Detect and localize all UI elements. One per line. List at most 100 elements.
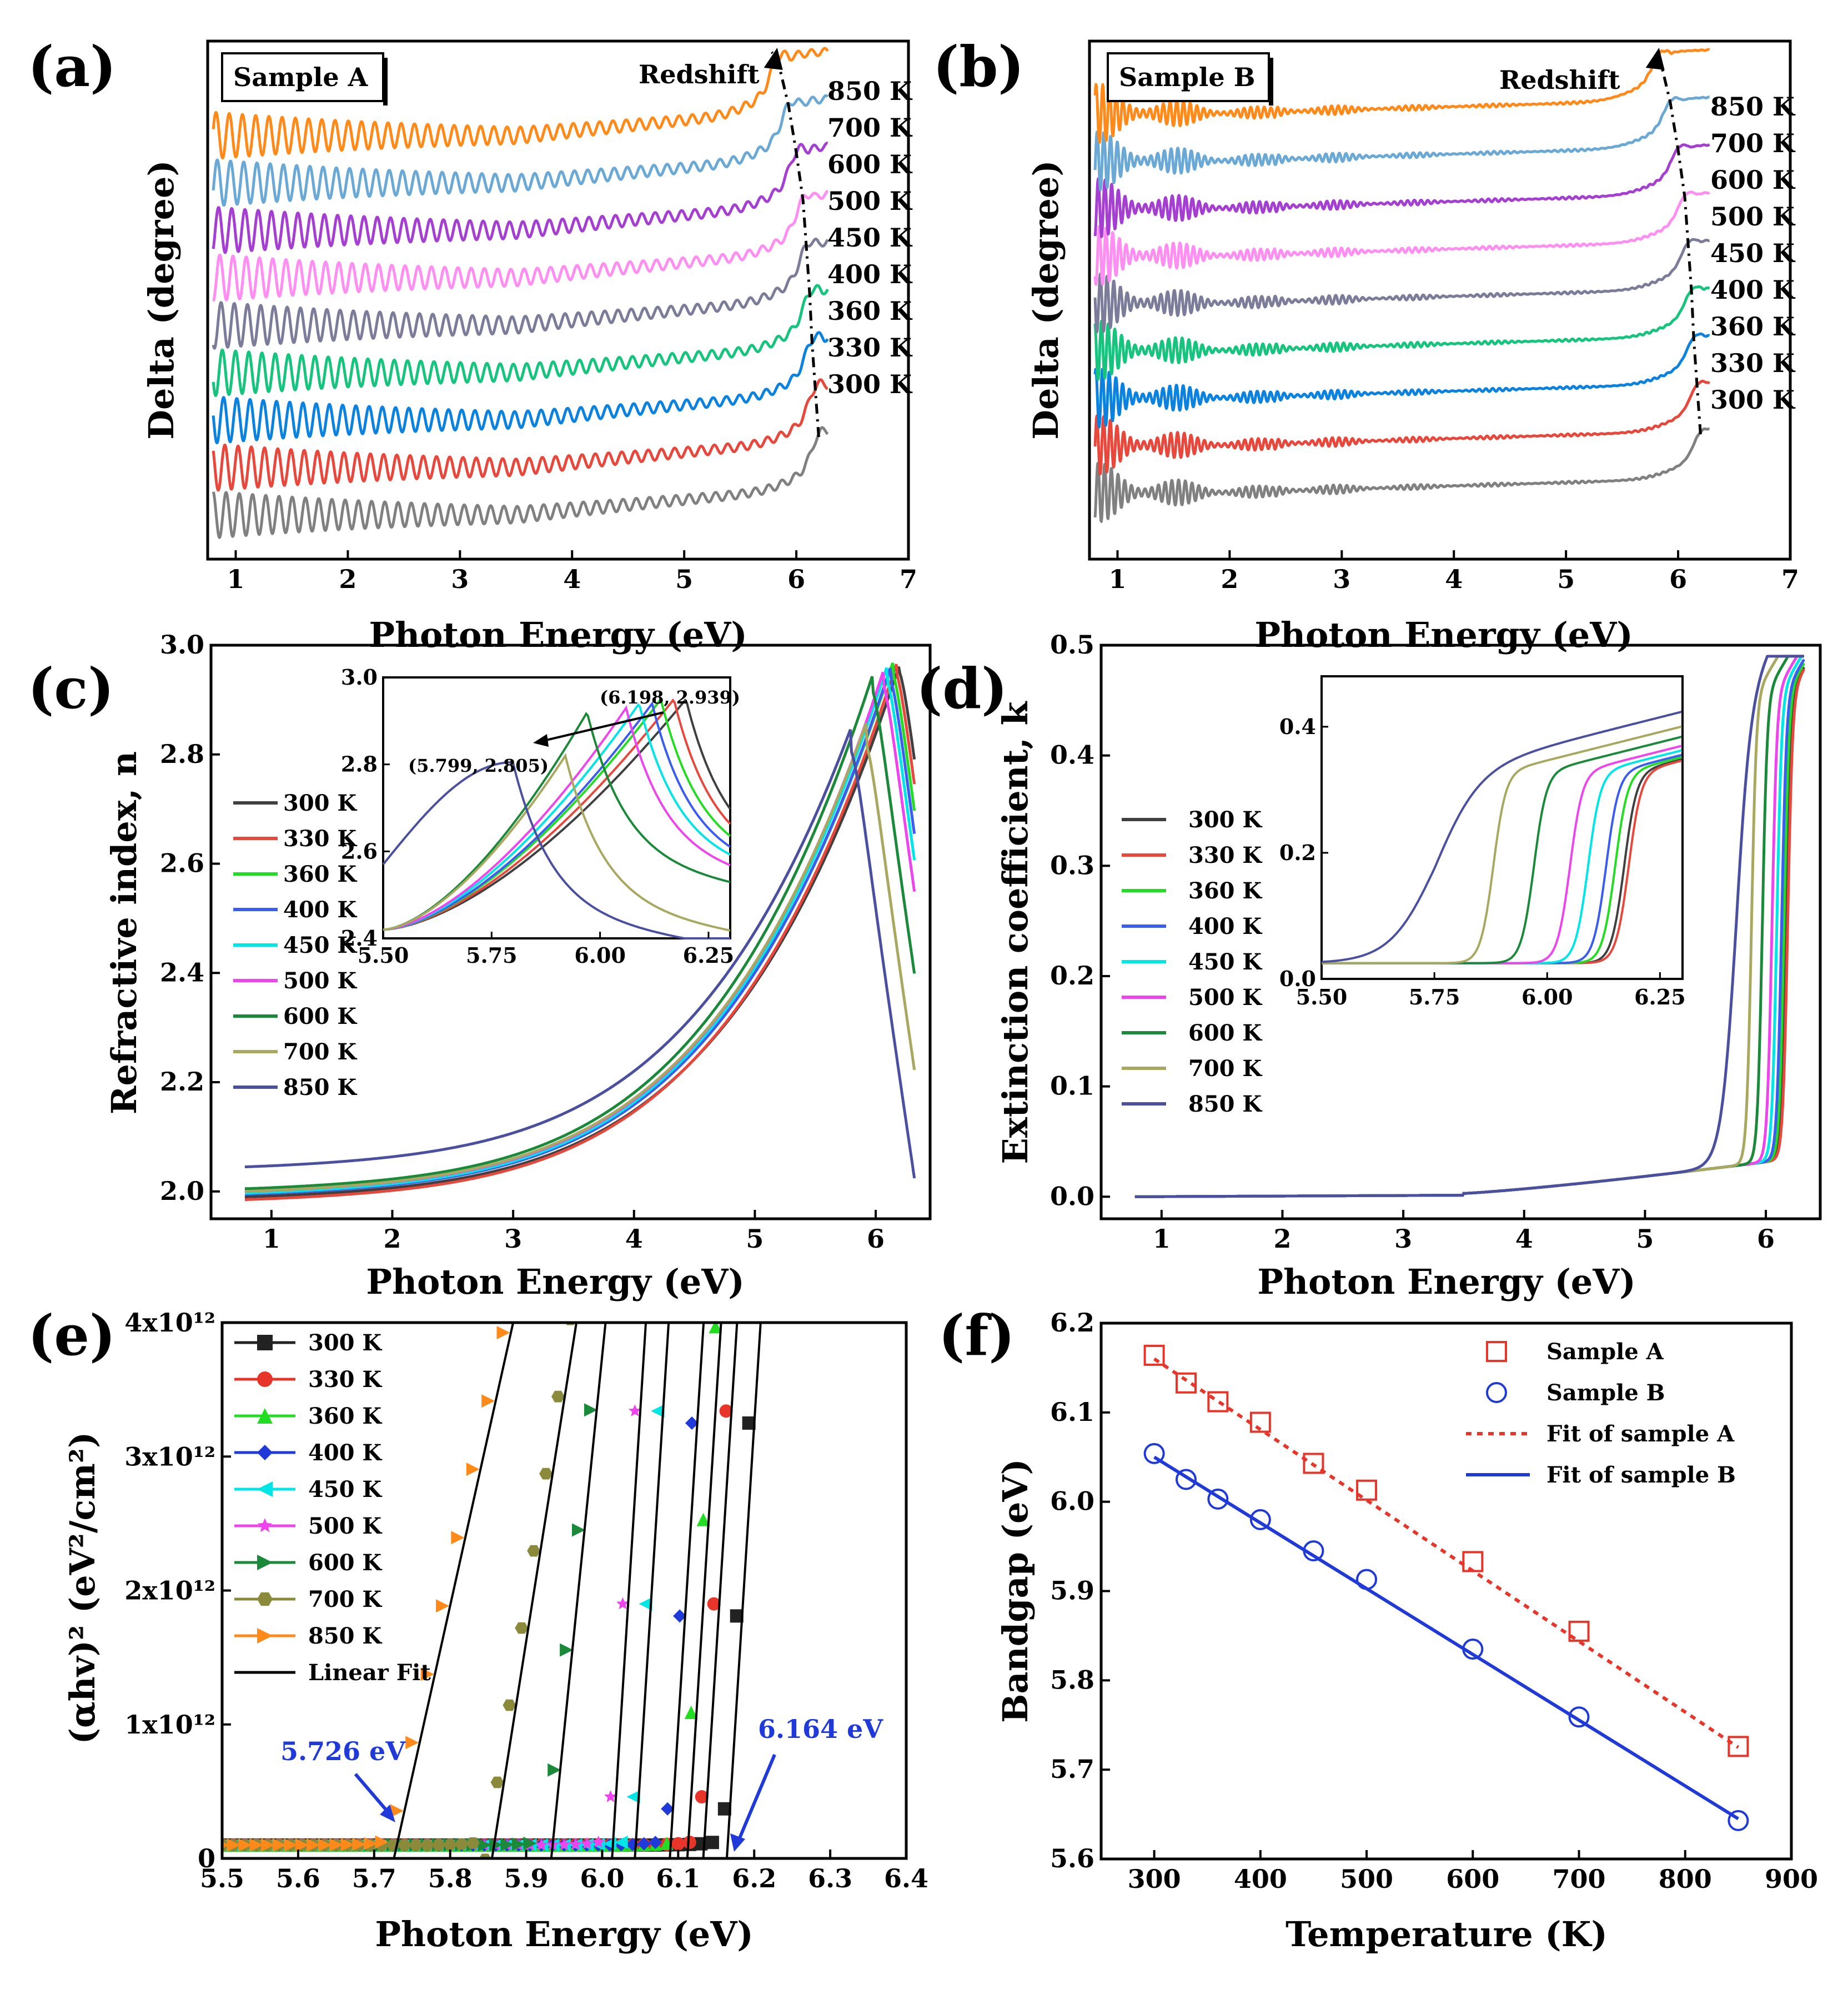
y-tick-label: 6.0 <box>1050 1486 1094 1516</box>
legend-label: 700 K <box>1188 1056 1262 1082</box>
marker-triangle-left <box>614 1835 628 1849</box>
legend-label: Sample B <box>1546 1380 1665 1406</box>
legend-label: 500 K <box>1188 984 1262 1011</box>
inset-k-series <box>1321 711 1682 963</box>
panel-e-annotations: 5.726 eV 6.164 eV <box>280 1714 883 1852</box>
inset-x-tick-label: 6.00 <box>1521 984 1573 1009</box>
legend-label: 360 K <box>1188 878 1262 904</box>
panel-b: 1 2 3 4 5 6 7 Sample B Redshift 850 K 700 K 600 … <box>1026 39 1799 655</box>
marker-open-square <box>1486 1341 1507 1362</box>
x-tick-label: 600 <box>1446 1864 1499 1894</box>
x-tick-label: 3 <box>1394 1224 1412 1254</box>
inset-y-tick-label: 2.8 <box>341 752 378 777</box>
delta-series-360k <box>1093 332 1711 429</box>
x-tick-label: 6 <box>867 1224 885 1254</box>
marker-hexagon <box>257 1592 273 1606</box>
marker-hexagon <box>432 1839 446 1851</box>
panel-e-xlabel: Photon Energy (eV) <box>375 1914 753 1954</box>
marker-triangle-left <box>257 1481 273 1497</box>
marker-open-square <box>1303 1453 1324 1474</box>
marker-open-square <box>1462 1551 1484 1572</box>
panel-f-ylabel: Bandgap (eV) <box>995 1459 1036 1723</box>
panel-a-frame <box>206 39 910 561</box>
marker-open-circle <box>1462 1639 1484 1660</box>
y-tick-label: 5.6 <box>1050 1843 1094 1873</box>
y-tick-label: 0.0 <box>1050 1181 1094 1211</box>
delta-series-400k <box>212 284 829 397</box>
marker-circle <box>671 1837 685 1851</box>
x-tick-label: 400 <box>1234 1864 1287 1894</box>
legend-label: 330 K <box>1188 842 1262 868</box>
inset-x-tick-label: 5.50 <box>1296 984 1348 1009</box>
y-tick-label: 4x10¹² <box>124 1308 215 1338</box>
panel-f-xlabel: Temperature (K) <box>1285 1914 1608 1954</box>
y-tick-label: 2.8 <box>160 739 204 769</box>
panel-a-ylabel: Delta (degree) <box>141 160 182 440</box>
marker-hexagon <box>551 1390 565 1403</box>
panel-f-frame <box>1099 1321 1793 1861</box>
marker-diamond <box>685 1416 699 1430</box>
panel-d-ylabel: Extinction coefficient, k <box>995 700 1036 1164</box>
y-tick-label: 2.0 <box>160 1176 204 1206</box>
marker-open-square <box>1568 1620 1590 1642</box>
panel-label-e: (e) <box>28 1303 116 1368</box>
x-tick-label: 5.7 <box>352 1863 396 1893</box>
legend-label: 450 K <box>1710 238 1796 268</box>
marker-hexagon <box>455 1838 469 1850</box>
x-tick-label: 6 <box>787 564 805 594</box>
marker-triangle-right <box>307 1838 320 1852</box>
marker-triangle-right <box>481 1394 495 1408</box>
x-tick-label: 1 <box>227 564 244 594</box>
legend-fit-label: Linear Fit <box>308 1660 431 1686</box>
legend-label: 360 K <box>827 296 913 326</box>
annotation-high-gap: 6.164 eV <box>758 1714 883 1744</box>
panel-d-legend: 300 K 330 K 360 K 400 K 450 K 500 K 600 K 700 K… <box>1122 807 1262 1117</box>
marker-triangle-right <box>560 1643 574 1657</box>
legend-label: Fit of sample B <box>1546 1462 1736 1488</box>
delta-series-330k <box>1093 379 1711 476</box>
arrowhead-low-gap <box>380 1805 395 1822</box>
panel-c-ticks: 1 2 3 4 5 6 2.0 2.2 2.4 2.6 2.8 3.0 <box>160 630 885 1254</box>
marker-open-circle <box>1486 1382 1507 1403</box>
y-tick-label: 0 <box>198 1843 215 1873</box>
panel-b-ylabel: Delta (degree) <box>1026 160 1066 440</box>
arrow-high-gap <box>737 1753 776 1842</box>
x-tick-label: 300 <box>1128 1864 1181 1894</box>
marker-triangle-right <box>272 1838 286 1852</box>
marker-star <box>616 1597 629 1610</box>
legend-label: Sample A <box>1546 1339 1664 1365</box>
marker-triangle-right <box>466 1463 480 1476</box>
x-tick-label: 1 <box>1153 1224 1171 1254</box>
x-tick-label: 6.1 <box>656 1863 700 1893</box>
delta-series-450k <box>212 238 829 350</box>
panel-b-redshift: Redshift <box>1499 65 1620 95</box>
linear-fit-line <box>702 1323 739 1858</box>
marker-triangle-up <box>709 1323 722 1334</box>
marker-hexagon <box>527 1545 541 1557</box>
panel-c-curves <box>244 662 916 1202</box>
panel-e: 5.5 5.6 5.7 5.8 5.9 6.0 6.1 6.2 6.3 6.4 0 1x10¹² 2x1… <box>62 1308 928 1954</box>
panel-label-c: (c) <box>28 656 114 721</box>
marker-triangle-up <box>257 1408 273 1424</box>
legend-label: 300 K <box>827 369 913 399</box>
x-tick-label: 5.6 <box>276 1863 320 1893</box>
marker-circle <box>707 1597 721 1611</box>
legend-label: 700 K <box>827 113 913 143</box>
marker-triangle-right <box>363 1837 377 1851</box>
marker-star <box>569 1837 582 1850</box>
panel-f-legend: Sample A Sample B Fit of sample A Fit of sa… <box>1466 1339 1736 1488</box>
panel-d-ticks: 1 2 3 4 5 6 0.0 0.1 0.2 0.3 0.4 0.5 <box>1050 630 1775 1254</box>
marker-star <box>628 1404 641 1416</box>
panel-a-xlabel: Photon Energy (eV) <box>369 615 747 655</box>
y-tick-label: 0.2 <box>1050 961 1094 991</box>
marker-open-circle <box>1356 1569 1378 1590</box>
x-tick-label: 5 <box>1636 1224 1654 1254</box>
panel-label-f: (f) <box>938 1303 1015 1368</box>
legend-label: 330 K <box>283 826 357 852</box>
marker-triangle-right <box>261 1838 275 1852</box>
inset-annotation-high: (6.198, 2.939) <box>600 687 740 708</box>
marker-open-circle <box>1728 1810 1749 1831</box>
panel-d: 1 2 3 4 5 6 0.0 0.1 0.2 0.3 0.4 0.5 300 K 330 K 360 K… <box>995 630 1822 1302</box>
legend-label: 400 K <box>1188 913 1262 939</box>
x-tick-label: 6 <box>1757 1224 1775 1254</box>
